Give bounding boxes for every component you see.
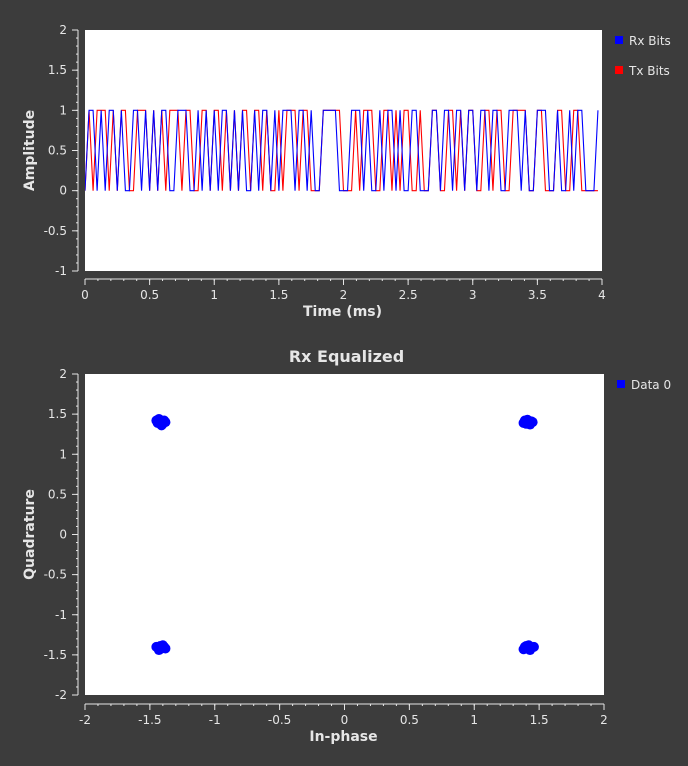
plot-area — [85, 374, 604, 695]
y-tick-label: 2 — [59, 23, 67, 37]
y-axis-title: Quadrature — [22, 489, 38, 580]
y-tick-label: 1 — [59, 447, 67, 461]
legend-item-tx-bits[interactable]: Tx Bits — [615, 64, 670, 78]
y-tick-label: -0.5 — [44, 224, 67, 238]
y-tick-label: 0 — [59, 528, 67, 542]
chart-title: Rx Equalized — [289, 347, 404, 366]
y-tick-label: -2 — [55, 688, 67, 702]
y-tick-label: 0.5 — [48, 144, 67, 158]
legend-swatch — [615, 36, 623, 44]
x-tick-label: 0.5 — [140, 288, 159, 302]
y-tick-label: -0.5 — [44, 568, 67, 582]
x-axis-title: Time (ms) — [303, 304, 382, 320]
y-tick-label: -1.5 — [44, 648, 67, 662]
chart-1: -1 -0.5 0 0.5 1 1.5 2 0 0.5 1 1.5 2 2.5 3 3.5 4 Time (ms… — [22, 23, 671, 320]
scatter-point — [528, 641, 539, 652]
x-tick-label: 3.5 — [528, 288, 547, 302]
scatter-point — [153, 413, 164, 424]
scatter-point — [155, 641, 166, 652]
y-axis-title: Amplitude — [22, 110, 38, 191]
x-tick-label: 1 — [210, 288, 218, 302]
legend-item-data-0[interactable]: Data 0 — [617, 378, 671, 392]
y-tick-label: 1.5 — [48, 63, 67, 77]
x-tick-label: 0 — [81, 288, 89, 302]
x-tick-label: -2 — [79, 713, 91, 727]
x-tick-label: 4 — [598, 288, 606, 302]
legend-label: Tx Bits — [628, 64, 670, 78]
y-tick-label: -1 — [55, 264, 67, 278]
x-tick-label: 0 — [341, 713, 349, 727]
legend-item-rx-bits[interactable]: Rx Bits — [615, 34, 671, 48]
y-tick-label: 1.5 — [48, 407, 67, 421]
x-tick-label: 1.5 — [269, 288, 288, 302]
x-tick-label: -1.5 — [138, 713, 161, 727]
legend-swatch — [615, 66, 623, 74]
chart-2: Rx Equalized -2 -1.5 -1 -0.5 0 0.5 1 1.5 2 -2 -1.5 -… — [22, 347, 671, 745]
y-tick-label: 0.5 — [48, 487, 67, 501]
x-tick-label: -1 — [209, 713, 221, 727]
plot-area — [85, 30, 602, 271]
x-axis-title: In-phase — [309, 729, 377, 745]
scatter-point — [522, 414, 533, 425]
y-tick-label: -1 — [55, 608, 67, 622]
y-tick-label: 0 — [59, 184, 67, 198]
x-tick-label: 2 — [600, 713, 608, 727]
x-tick-label: -0.5 — [268, 713, 291, 727]
x-tick-label: 1.5 — [530, 713, 549, 727]
legend-swatch — [617, 380, 625, 388]
series-line-rx-bits — [85, 109, 599, 192]
y-tick-label: 1 — [59, 103, 67, 117]
series-line-tx-bits — [85, 109, 598, 192]
y-tick-label: 2 — [59, 367, 67, 381]
x-tick-label: 2.5 — [399, 288, 418, 302]
x-tick-label: 2 — [340, 288, 348, 302]
legend-label: Data 0 — [631, 378, 671, 392]
legend-label: Rx Bits — [629, 34, 671, 48]
x-tick-label: 3 — [469, 288, 477, 302]
x-tick-label: 0.5 — [400, 713, 419, 727]
x-tick-label: 1 — [470, 713, 478, 727]
scatter-point — [521, 641, 532, 652]
